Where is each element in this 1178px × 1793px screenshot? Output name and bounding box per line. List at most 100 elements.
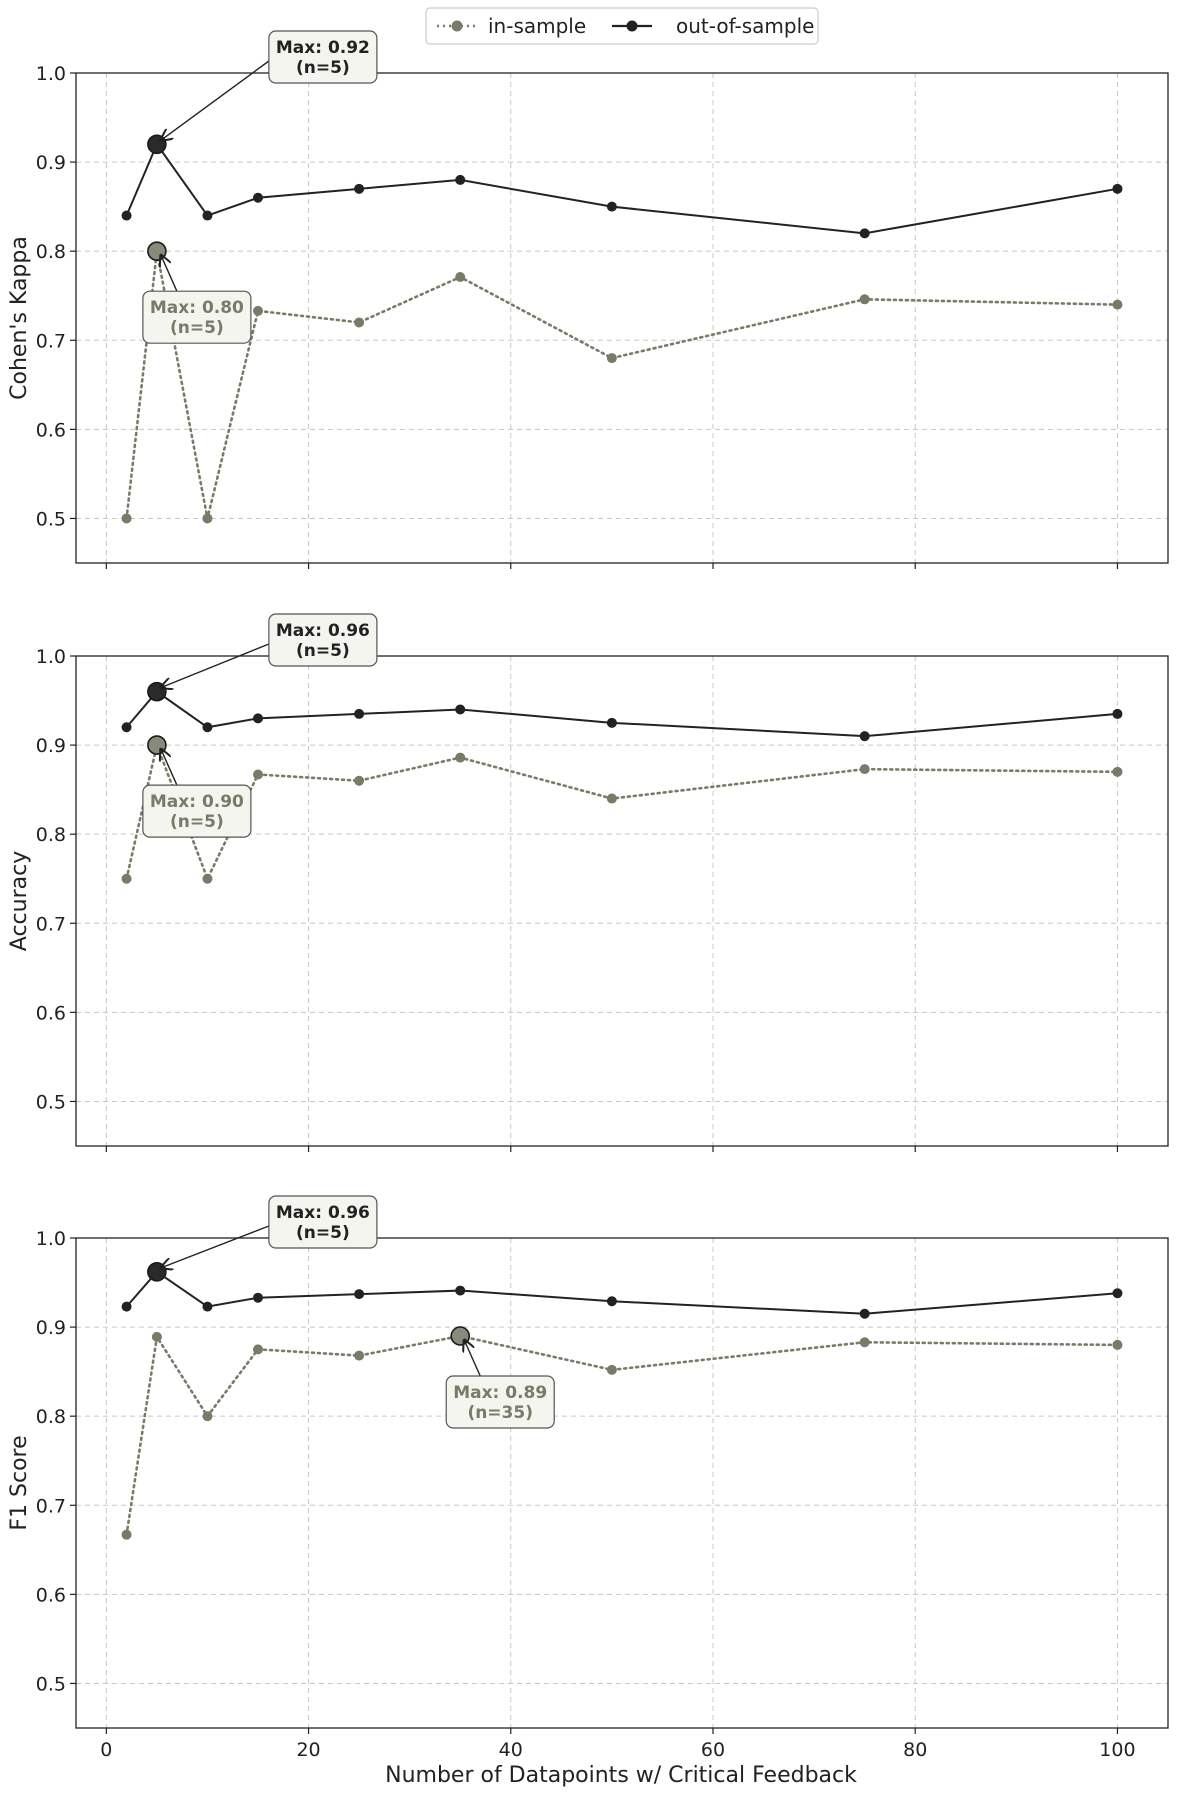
series-line-out-of-sample: [125, 142, 1119, 235]
x-tick-label: 100: [1099, 1739, 1135, 1761]
data-point-out-of-sample: [455, 704, 466, 715]
annotation-arrow: [464, 1340, 481, 1377]
annotation-text-n: (n=5): [170, 812, 224, 832]
data-point-out-of-sample: [606, 1296, 617, 1307]
annotation-arrow: [161, 1225, 270, 1268]
y-tick-label: 0.7: [36, 1495, 66, 1517]
annotation-arrow: [161, 643, 270, 688]
x-tick-label: 20: [296, 1739, 320, 1761]
max-highlight-marker: [147, 1262, 167, 1282]
y-tick-label: 0.5: [36, 1673, 66, 1695]
legend: in-sample out-of-sample: [425, 7, 819, 45]
y-tick-label: 1.0: [36, 63, 66, 85]
y-tick-label: 0.5: [36, 508, 66, 530]
y-tick-label: 0.8: [36, 241, 66, 263]
data-point-in-sample: [859, 294, 870, 305]
y-tick-label: 0.9: [36, 1317, 66, 1339]
annotation-arrow: [161, 255, 178, 292]
annotation-text-value: Max: 0.80: [150, 298, 244, 318]
legend-out-of-sample-label: out-of-sample: [676, 14, 814, 38]
annotation-text-value: Max: 0.90: [150, 792, 244, 812]
data-point-in-sample: [1112, 299, 1123, 310]
y-axis-label: F1 Score: [7, 1435, 32, 1530]
data-point-out-of-sample: [253, 1292, 263, 1303]
y-tick-label: 0.6: [36, 1002, 66, 1024]
max-highlight-marker: [147, 241, 167, 261]
annotation-text-n: (n=35): [467, 1403, 533, 1423]
data-point-in-sample: [455, 752, 466, 763]
data-point-in-sample: [354, 317, 365, 328]
y-tick-label: 0.6: [36, 1584, 66, 1606]
plot-frame: [75, 72, 1169, 564]
data-point-out-of-sample: [354, 708, 365, 719]
y-tick-label: 0.9: [36, 152, 66, 174]
series-line-out-of-sample: [125, 690, 1119, 738]
series-line-in-sample: [125, 740, 1119, 883]
x-axis-label: Number of Datapoints w/ Critical Feedbac…: [385, 1763, 857, 1788]
data-point-out-of-sample: [606, 717, 617, 728]
y-tick-label: 1.0: [36, 646, 66, 668]
data-point-out-of-sample: [859, 731, 870, 742]
data-point-out-of-sample: [859, 1308, 870, 1319]
x-tick-label: 80: [903, 1739, 927, 1761]
data-point-in-sample: [202, 873, 213, 884]
annotation-box: [268, 613, 378, 667]
annotation-text-value: Max: 0.89: [453, 1383, 547, 1403]
max-highlight-marker: [147, 735, 167, 755]
x-tick-label: 60: [701, 1739, 725, 1761]
data-point-out-of-sample: [1112, 183, 1123, 194]
data-point-in-sample: [121, 513, 132, 524]
y-tick-label: 0.7: [36, 330, 66, 352]
data-point-in-sample: [121, 1529, 132, 1540]
data-point-out-of-sample: [354, 183, 365, 194]
data-point-out-of-sample: [859, 228, 870, 239]
data-point-out-of-sample: [1112, 1288, 1123, 1299]
annotation-arrow: [161, 60, 270, 140]
annotation-text-n: (n=5): [170, 318, 224, 338]
data-point-in-sample: [202, 513, 213, 524]
data-point-in-sample: [121, 873, 132, 884]
y-tick-label: 0.8: [36, 1406, 66, 1428]
y-tick-label: 0.8: [36, 824, 66, 846]
annotation-text-n: (n=5): [296, 58, 350, 78]
max-highlight-marker: [450, 1326, 471, 1346]
annotation-text-value: Max: 0.92: [276, 38, 370, 58]
annotation-text-n: (n=5): [296, 641, 350, 661]
annotation-box: [445, 1375, 555, 1429]
data-point-out-of-sample: [202, 722, 213, 733]
data-point-out-of-sample: [121, 722, 132, 733]
y-axis-label: Cohen's Kappa: [7, 236, 32, 400]
data-point-out-of-sample: [253, 192, 263, 203]
data-point-out-of-sample: [1112, 708, 1123, 719]
annotation-text-value: Max: 0.96: [276, 621, 370, 641]
series-line-in-sample: [125, 250, 1119, 520]
panel-cohens-kappa: 0.5 0.6 0.7 0.8 0.9 1.0 Cohen's Kappa Max: 0.92…: [7, 30, 1169, 569]
annotation-box: [268, 30, 378, 84]
panel-f1-score: 0.5 0.6 0.7 0.8 0.9 1.0 0 20 40 60 80 100 F1 Score Ma…: [7, 1195, 1169, 1761]
y-tick-label: 0.5: [36, 1091, 66, 1113]
series-line-out-of-sample: [125, 1270, 1119, 1315]
y-tick-label: 0.6: [36, 419, 66, 441]
data-point-in-sample: [253, 305, 263, 316]
data-point-in-sample: [1112, 1339, 1123, 1350]
data-point-in-sample: [1112, 766, 1123, 777]
data-point-in-sample: [606, 353, 617, 364]
y-tick-label: 0.7: [36, 913, 66, 935]
data-point-in-sample: [253, 1344, 263, 1355]
plot-frame: [75, 655, 1169, 1147]
data-point-out-of-sample: [202, 1301, 213, 1312]
y-tick-label: 1.0: [36, 1228, 66, 1250]
data-point-in-sample: [859, 1337, 870, 1348]
data-point-in-sample: [455, 272, 466, 283]
plot-frame: [75, 1237, 1169, 1729]
y-tick-label: 0.9: [36, 735, 66, 757]
x-tick-label: 0: [100, 1739, 112, 1761]
legend-in-sample-label: in-sample: [488, 14, 586, 38]
data-point-out-of-sample: [455, 174, 466, 185]
annotation-box: [268, 1195, 378, 1249]
data-point-in-sample: [606, 793, 617, 804]
data-point-in-sample: [253, 769, 263, 780]
data-point-out-of-sample: [606, 201, 617, 212]
legend-out-of-sample-marker: [626, 20, 638, 32]
